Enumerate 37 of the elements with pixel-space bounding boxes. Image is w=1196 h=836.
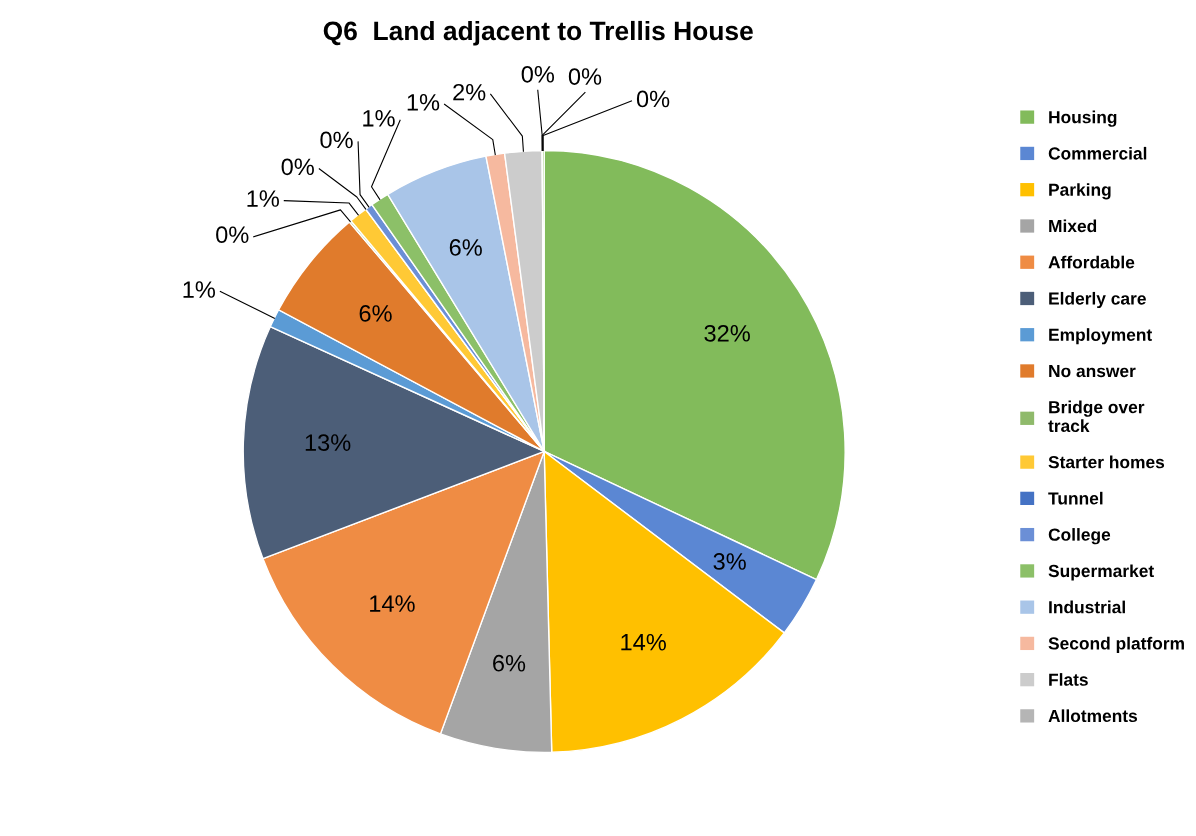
legend-label: Employment [1049,328,1153,345]
data-label: 1% [363,110,395,127]
text: 0% [281,158,314,176]
legend-label: Affordable [1048,255,1135,269]
data-label: 6% [449,239,482,256]
legend-label: Industrial [1049,600,1125,614]
chart-title: Q6 Land adjacent to Trellis House [323,20,753,46]
legend-label: Starter homes [1048,455,1165,469]
legend-label: Housing [1049,110,1117,127]
data-label: 3% [713,553,746,570]
legend-label: Commercial [1048,146,1147,160]
data-label: 14% [370,595,415,612]
data-label: 14% [621,633,666,651]
data-label: 2% [453,83,486,101]
data-label: 0% [636,90,670,108]
legend-label: Tunnel [1048,491,1103,505]
data-label: 6% [493,654,526,672]
data-label: 6% [359,305,392,322]
legend-label: College [1048,528,1111,545]
data-label: 0% [216,226,249,244]
legend-label: Flats [1049,673,1088,686]
data-label: 13% [305,434,351,451]
legend-label: Bridge over track [1048,400,1145,433]
text: 0% [521,65,555,83]
data-label: 1% [247,190,279,207]
legend-label: Mixed [1049,219,1097,233]
data-label: 0% [320,131,353,149]
data-label: 1% [183,281,215,298]
legend-label: No answer [1049,365,1136,378]
text: 0% [568,68,602,85]
legend-label: Elderly care [1049,291,1146,309]
data-label: 1% [407,94,440,111]
legend-label: Second platform [1048,636,1184,654]
legend-label: Parking [1049,183,1111,200]
legend-label: Allotments [1048,709,1138,723]
data-label: 32% [704,324,750,342]
legend-label: Supermarket [1048,564,1154,581]
